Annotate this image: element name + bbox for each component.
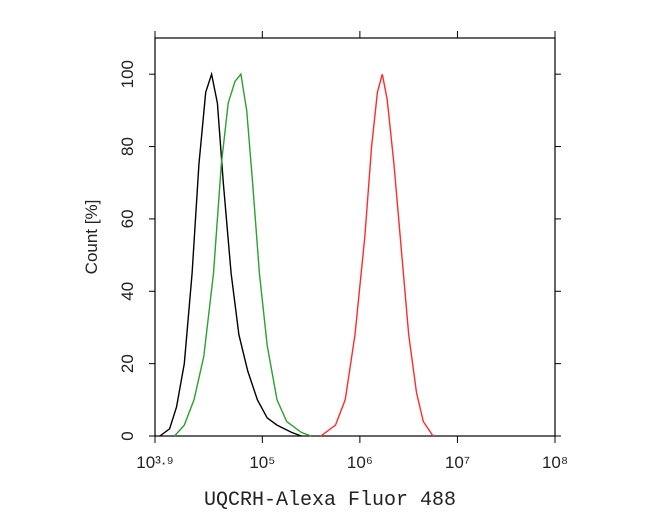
y-tick-label: 60 xyxy=(118,209,137,228)
series-line xyxy=(159,71,302,437)
x-tick-label: 10⁸ xyxy=(542,453,568,472)
y-tick-label: 40 xyxy=(118,282,137,301)
x-axis-label: UQCRH-Alexa Fluor 488 xyxy=(204,489,456,512)
x-tick-label: 10⁷ xyxy=(445,453,470,472)
y-tick-label: 80 xyxy=(118,137,137,156)
x-tick-label: 10⁶ xyxy=(347,453,373,472)
series-line xyxy=(173,72,312,437)
y-tick-label: 20 xyxy=(118,354,137,373)
x-tick-label: 10⁵ xyxy=(249,453,275,472)
y-tick-label: 100 xyxy=(118,60,137,88)
x-tick-label: 10³·⁹ xyxy=(136,453,174,472)
y-tick-label: 0 xyxy=(118,431,137,440)
plot-frame xyxy=(154,37,556,437)
y-axis-label: Count [%] xyxy=(82,200,101,275)
series-line xyxy=(320,74,434,437)
